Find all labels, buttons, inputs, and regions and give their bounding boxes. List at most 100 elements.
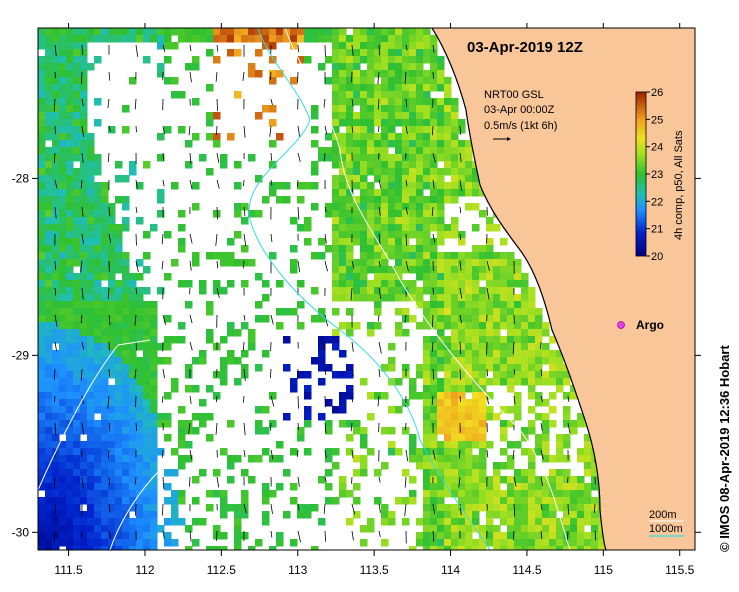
sst-cell — [80, 231, 88, 239]
sst-cell — [416, 98, 424, 106]
sst-cell — [360, 196, 368, 204]
sst-cell — [437, 462, 445, 470]
sst-cell — [80, 259, 88, 267]
sst-cell — [164, 315, 172, 323]
contour-legend-1000m: 1000m — [649, 523, 683, 535]
sst-cell — [360, 56, 368, 64]
sst-cell — [360, 28, 368, 36]
sst-cell — [73, 126, 81, 134]
sst-cell — [346, 42, 354, 50]
sst-cell — [339, 238, 347, 246]
sst-cell — [66, 371, 74, 379]
current-vector — [297, 395, 299, 409]
sst-cell — [52, 98, 60, 106]
sst-cell — [52, 462, 60, 470]
sst-cell — [248, 476, 256, 484]
sst-cell — [500, 406, 508, 414]
sst-cell — [395, 63, 403, 71]
current-vector — [243, 179, 245, 187]
sst-cell — [297, 35, 305, 43]
sst-cell — [535, 343, 543, 351]
sst-cell — [129, 483, 137, 491]
sst-cell — [423, 98, 431, 106]
sst-cell — [451, 161, 459, 169]
sst-cell — [346, 63, 354, 71]
sst-cell — [542, 441, 550, 449]
sst-cell — [423, 119, 431, 127]
sst-cell — [458, 364, 466, 372]
sst-cell — [430, 483, 438, 491]
sst-cell — [430, 161, 438, 169]
current-vector — [243, 449, 246, 458]
current-vector — [216, 476, 220, 488]
sst-cell — [451, 455, 459, 463]
sst-cell — [542, 343, 550, 351]
sst-cell — [304, 385, 312, 393]
sst-cell — [416, 210, 424, 218]
sst-cell — [479, 336, 487, 344]
sst-cell — [122, 35, 130, 43]
sst-cell — [241, 245, 249, 253]
sst-cell — [150, 336, 158, 344]
sst-cell — [150, 511, 158, 519]
sst-cell — [66, 490, 74, 498]
sst-cell — [59, 224, 67, 232]
sst-cell — [255, 49, 263, 57]
sst-cell — [486, 224, 494, 232]
current-vector — [135, 125, 137, 133]
sst-cell — [122, 399, 130, 407]
sst-cell — [332, 161, 340, 169]
sst-cell — [465, 539, 473, 547]
sst-cell — [80, 42, 88, 50]
sst-cell — [360, 84, 368, 92]
sst-cell — [430, 546, 438, 550]
sst-cell — [45, 420, 53, 428]
sst-cell — [38, 203, 46, 211]
sst-cell — [556, 546, 564, 550]
sst-cell — [80, 119, 88, 127]
sst-cell — [458, 189, 466, 197]
sst-cell — [122, 217, 130, 225]
sst-cell — [584, 441, 592, 449]
sst-cell — [59, 161, 67, 169]
sst-cell — [514, 336, 522, 344]
sst-cell — [192, 476, 200, 484]
sst-cell — [381, 238, 389, 246]
sst-cell — [66, 210, 74, 218]
sst-cell — [52, 413, 60, 421]
sst-cell — [444, 266, 452, 274]
sst-cell — [388, 518, 396, 526]
sst-cell — [388, 448, 396, 456]
sst-cell — [374, 147, 382, 155]
sst-cell — [80, 84, 88, 92]
sst-cell — [108, 511, 116, 519]
sst-cell — [346, 182, 354, 190]
sst-cell — [129, 413, 137, 421]
sst-cell — [143, 378, 151, 386]
sst-cell — [59, 217, 67, 225]
sst-cell — [465, 406, 473, 414]
sst-cell — [80, 154, 88, 162]
sst-cell — [444, 147, 452, 155]
sst-cell — [115, 315, 123, 323]
sst-cell — [423, 462, 431, 470]
sst-cell — [73, 140, 81, 148]
sst-cell — [108, 490, 116, 498]
sst-cell — [220, 154, 228, 162]
sst-cell — [122, 539, 130, 547]
sst-cell — [297, 322, 305, 330]
sst-cell — [549, 364, 557, 372]
sst-cell — [185, 280, 193, 288]
sst-cell — [444, 168, 452, 176]
sst-cell — [549, 392, 557, 400]
sst-cell — [52, 259, 60, 267]
sst-cell — [465, 308, 473, 316]
sst-cell — [73, 455, 81, 463]
sst-cell — [465, 448, 473, 456]
sst-cell — [115, 364, 123, 372]
sst-cell — [45, 427, 53, 435]
sst-cell — [549, 469, 557, 477]
sst-cell — [297, 427, 305, 435]
sst-cell — [255, 364, 263, 372]
sst-cell — [143, 469, 151, 477]
